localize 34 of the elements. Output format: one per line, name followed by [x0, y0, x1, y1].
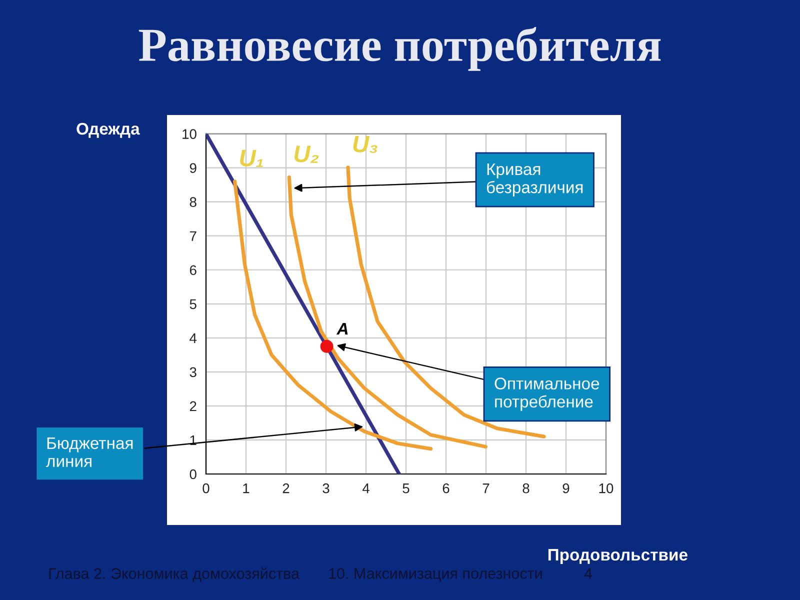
- y-tick-label: 8: [190, 197, 196, 208]
- series-label: U₂: [294, 146, 319, 163]
- x-tick-label: 9: [562, 483, 570, 494]
- x-tick-label: 3: [322, 483, 330, 494]
- x-axis-title: Продовольствие: [548, 549, 688, 564]
- text: Глава 2. Экономика домохозяйства: [49, 567, 300, 582]
- y-tick-label: 6: [190, 265, 196, 276]
- y-tick-label: 3: [190, 367, 196, 378]
- x-tick-label: 0: [202, 483, 210, 494]
- y-axis-title: Одежда: [76, 122, 140, 138]
- x-tick-label: 1: [243, 484, 250, 494]
- text: 10. Максимизация полезности: [329, 568, 542, 582]
- x-tick-label: 4: [362, 484, 370, 494]
- y-tick-label: 5: [190, 299, 196, 310]
- y-tick-label: 9: [190, 163, 196, 173]
- y-tick-label: 7: [190, 231, 196, 241]
- text: 4: [584, 568, 592, 579]
- chart-title: Равновесие потребителя: [138, 27, 661, 71]
- x-tick-label: 6: [442, 483, 450, 494]
- annotation: Бюджетная линия: [46, 437, 133, 468]
- annotation: Оптимальное потребление: [494, 378, 600, 411]
- x-tick-label: 10: [599, 483, 614, 494]
- x-tick-label: 7: [482, 484, 490, 494]
- series-label: A: [336, 323, 348, 335]
- x-tick-label: 8: [522, 483, 530, 494]
- x-tick-label: 2: [282, 483, 290, 494]
- x-tick-label: 5: [402, 484, 410, 494]
- y-tick-label: 10: [182, 129, 196, 139]
- y-tick-label: 2: [190, 401, 196, 411]
- y-tick-label: 0: [190, 469, 196, 480]
- series-label: U₃: [353, 136, 378, 154]
- y-tick-label: 4: [190, 333, 197, 343]
- annotation: Кривая безразличия: [486, 164, 583, 197]
- series-label: U₁: [240, 150, 264, 167]
